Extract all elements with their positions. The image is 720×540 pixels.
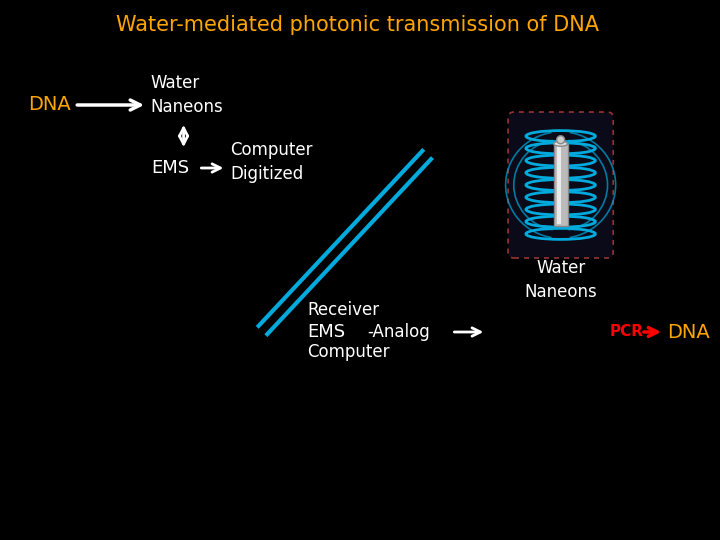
Ellipse shape (554, 141, 567, 146)
FancyBboxPatch shape (508, 112, 613, 258)
Text: Computer: Computer (307, 343, 390, 361)
Text: DNA: DNA (667, 322, 710, 341)
Ellipse shape (557, 136, 564, 144)
Bar (557, 146, 561, 224)
Text: EMS: EMS (307, 323, 346, 341)
Text: -Analog: -Analog (367, 323, 430, 341)
Text: Water-mediated photonic transmission of DNA: Water-mediated photonic transmission of … (116, 15, 599, 35)
Text: DNA: DNA (28, 96, 71, 114)
Bar (554, 144, 567, 226)
Text: Computer
Digitized: Computer Digitized (230, 141, 312, 183)
Text: EMS: EMS (150, 159, 189, 177)
Text: Receiver: Receiver (307, 301, 379, 319)
Text: PCR: PCR (609, 325, 643, 340)
Text: Water
Naneons: Water Naneons (524, 259, 597, 301)
Text: Water
Naneons: Water Naneons (150, 74, 224, 116)
